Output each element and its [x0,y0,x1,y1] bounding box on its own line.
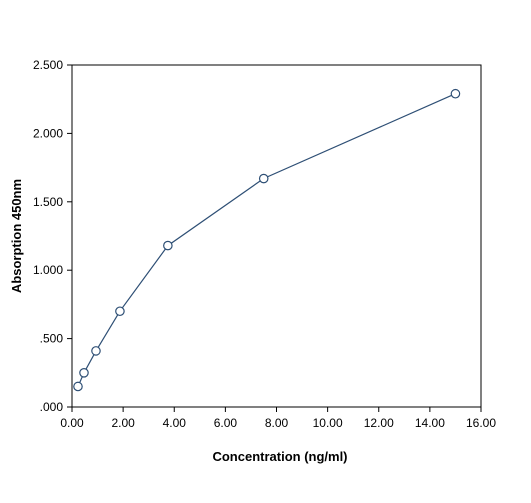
x-tick-label: 0.00 [60,416,84,430]
data-point-marker [73,381,83,392]
data-point-marker [450,88,461,99]
x-axis-title: Concentration (ng/ml) [212,449,347,464]
x-tick-label: 2.00 [111,416,135,430]
data-point-marker [258,173,269,184]
series-layer [73,88,461,392]
y-tick-label: 1.000 [33,263,63,277]
data-point-marker [115,306,125,317]
x-tick-label: 14.00 [415,416,445,430]
y-tick-label: 2.000 [33,126,63,140]
y-tick-label: .000 [40,400,64,414]
y-tick-label: 2.500 [33,58,63,72]
data-point-marker [163,240,173,251]
data-point-marker [79,367,89,378]
x-tick-label: 16.00 [466,416,496,430]
x-tick-label: 8.00 [265,416,289,430]
series-line [77,93,456,387]
x-tick-label: 4.00 [163,416,187,430]
x-axis-ticks: 0.00 2.00 4.00 6.00 8.00 10.00 12.00 14.00 16.00 [60,407,496,430]
y-tick-label: .500 [40,332,64,346]
y-axis-title: Absorption 450nm [9,179,24,293]
data-point-marker [91,346,101,356]
x-tick-label: 10.00 [313,416,343,430]
y-axis-ticks: .000 .500 1.000 1.500 2.000 2.500 [33,58,72,414]
x-tick-label: 6.00 [214,416,238,430]
x-tick-label: 12.00 [364,416,394,430]
plot-area-frame [71,64,482,408]
y-tick-label: 1.500 [33,195,63,209]
